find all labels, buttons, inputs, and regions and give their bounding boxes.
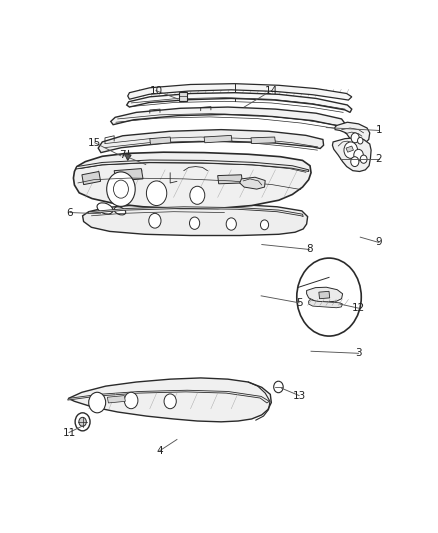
- Circle shape: [351, 157, 359, 166]
- Circle shape: [190, 186, 205, 204]
- Text: 10: 10: [149, 86, 162, 95]
- Circle shape: [88, 392, 106, 413]
- Circle shape: [124, 392, 138, 409]
- Circle shape: [75, 413, 90, 431]
- Polygon shape: [74, 152, 311, 208]
- Circle shape: [113, 180, 128, 198]
- Text: 5: 5: [296, 298, 303, 308]
- Polygon shape: [218, 175, 243, 184]
- Polygon shape: [309, 300, 343, 308]
- Circle shape: [274, 381, 283, 393]
- Polygon shape: [83, 204, 307, 236]
- Text: 4: 4: [157, 446, 163, 456]
- Polygon shape: [240, 177, 265, 189]
- Circle shape: [79, 417, 86, 426]
- Polygon shape: [98, 130, 324, 152]
- Circle shape: [351, 133, 359, 143]
- Text: 6: 6: [67, 207, 73, 217]
- Text: 12: 12: [352, 303, 365, 313]
- Circle shape: [354, 149, 363, 161]
- Polygon shape: [111, 107, 345, 127]
- Ellipse shape: [97, 203, 113, 214]
- Polygon shape: [124, 154, 131, 160]
- Circle shape: [226, 218, 237, 230]
- Polygon shape: [204, 135, 232, 143]
- Text: 14: 14: [265, 86, 278, 95]
- Text: 1: 1: [376, 125, 382, 135]
- Polygon shape: [68, 378, 271, 422]
- Polygon shape: [335, 122, 370, 143]
- Text: 11: 11: [62, 427, 76, 438]
- Circle shape: [146, 181, 167, 206]
- Ellipse shape: [114, 207, 126, 215]
- Circle shape: [360, 155, 367, 163]
- Circle shape: [149, 213, 161, 228]
- Polygon shape: [107, 395, 125, 403]
- Polygon shape: [346, 146, 353, 152]
- Circle shape: [261, 220, 268, 230]
- Circle shape: [357, 138, 363, 144]
- Polygon shape: [251, 137, 276, 143]
- Polygon shape: [76, 160, 309, 172]
- Text: 9: 9: [376, 238, 382, 247]
- Polygon shape: [67, 390, 269, 403]
- Polygon shape: [82, 172, 101, 184]
- Polygon shape: [114, 168, 143, 181]
- Circle shape: [297, 258, 361, 336]
- Circle shape: [190, 217, 200, 229]
- FancyBboxPatch shape: [179, 92, 187, 101]
- Circle shape: [107, 172, 135, 206]
- Circle shape: [164, 394, 176, 409]
- Text: 2: 2: [376, 154, 382, 164]
- Circle shape: [344, 142, 357, 158]
- Text: 15: 15: [88, 138, 102, 148]
- Polygon shape: [150, 137, 171, 144]
- Polygon shape: [332, 138, 371, 172]
- Polygon shape: [307, 287, 343, 302]
- Polygon shape: [127, 93, 352, 112]
- Text: 7: 7: [119, 150, 126, 160]
- Polygon shape: [128, 84, 352, 100]
- Text: 13: 13: [293, 391, 306, 401]
- Polygon shape: [88, 207, 303, 216]
- Text: 8: 8: [306, 245, 313, 254]
- Text: 3: 3: [355, 348, 362, 358]
- Polygon shape: [319, 292, 330, 298]
